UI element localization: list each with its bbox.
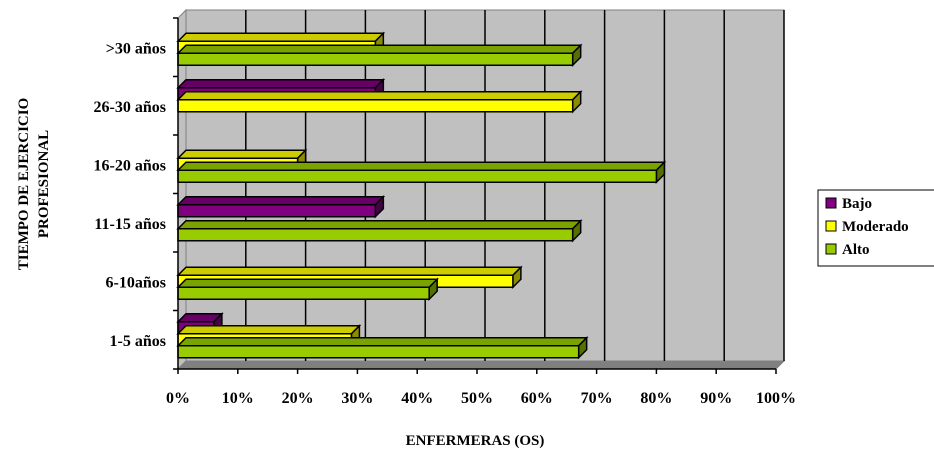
bar-alto-face	[177, 169, 658, 183]
legend-label-moderado: Moderado	[842, 219, 909, 235]
bar-alto-top	[176, 337, 589, 347]
bar-alto-face	[177, 228, 574, 242]
bar-alto	[176, 43, 583, 68]
x-tick-label: 40%	[401, 390, 433, 407]
y-tick-label: 6-10años	[106, 274, 166, 291]
y-axis-tick-labels: 1-5 años 6-10años 11-15 años 16-20 años 26-3…	[94, 40, 166, 350]
x-axis-title: ENFERMERAS (OS)	[406, 433, 545, 449]
y-tick-label: 1-5 años	[110, 333, 166, 350]
legend-swatch-moderado	[825, 220, 837, 232]
legend: Bajo Moderado Alto	[817, 189, 934, 267]
bar-alto	[176, 277, 439, 302]
bar-alto-face	[177, 345, 580, 359]
bar-moderado	[176, 89, 583, 114]
plot-floor	[176, 360, 786, 370]
y-tick-label: 11-15 años	[94, 216, 166, 233]
bar-bajo	[176, 194, 386, 219]
legend-swatch-bajo	[825, 197, 837, 209]
x-tick-label: 30%	[341, 390, 373, 407]
bar-alto-face	[177, 52, 574, 66]
x-tick-label: 0%	[166, 390, 190, 407]
y-axis-title-line-1: TIEMPO DE EJERCICIO	[16, 98, 32, 271]
bar-moderado-top	[176, 149, 308, 159]
legend-label-bajo: Bajo	[842, 196, 872, 212]
bar-alto-top	[176, 278, 439, 288]
x-tick-label: 90%	[700, 390, 732, 407]
bar-alto-top	[176, 44, 583, 54]
y-axis-title-line-2: PROFESIONAL	[36, 130, 52, 238]
bar-alto	[176, 160, 667, 185]
bar-alto-top	[176, 220, 583, 230]
bar-bajo-top	[176, 79, 386, 89]
x-tick-label: 20%	[282, 390, 314, 407]
bar-alto	[176, 218, 583, 243]
legend-box	[817, 189, 934, 267]
bar-moderado-top	[176, 91, 583, 101]
x-tick-label: 100%	[756, 390, 796, 407]
bar-alto-face	[177, 286, 430, 300]
bar-moderado-top	[176, 325, 362, 335]
y-axis-ticks	[173, 17, 178, 370]
x-tick-label: 10%	[222, 390, 254, 407]
x-axis-ticks	[177, 369, 777, 374]
x-tick-label: 50%	[461, 390, 493, 407]
y-tick-label: 26-30 años	[94, 99, 166, 116]
x-tick-label: 70%	[581, 390, 613, 407]
gridlines	[245, 10, 785, 361]
legend-label-alto: Alto	[842, 242, 870, 258]
bar-alto-top	[176, 161, 667, 171]
x-axis-tick-labels: 0% 10% 20% 30% 40% 50% 60% 70% 80% 90% 100%	[166, 390, 796, 407]
bar-bajo-face	[177, 204, 377, 218]
x-tick-label: 80%	[640, 390, 672, 407]
bar-moderado-top	[176, 266, 523, 276]
x-tick-label: 60%	[521, 390, 553, 407]
legend-swatch-alto	[825, 243, 837, 255]
y-tick-label: >30 años	[106, 40, 166, 57]
bar-moderado-top	[176, 32, 386, 42]
y-tick-label: 16-20 años	[94, 157, 166, 174]
bar-bajo-top	[176, 196, 386, 206]
bar-moderado-face	[177, 99, 574, 113]
bar-alto	[176, 335, 589, 360]
